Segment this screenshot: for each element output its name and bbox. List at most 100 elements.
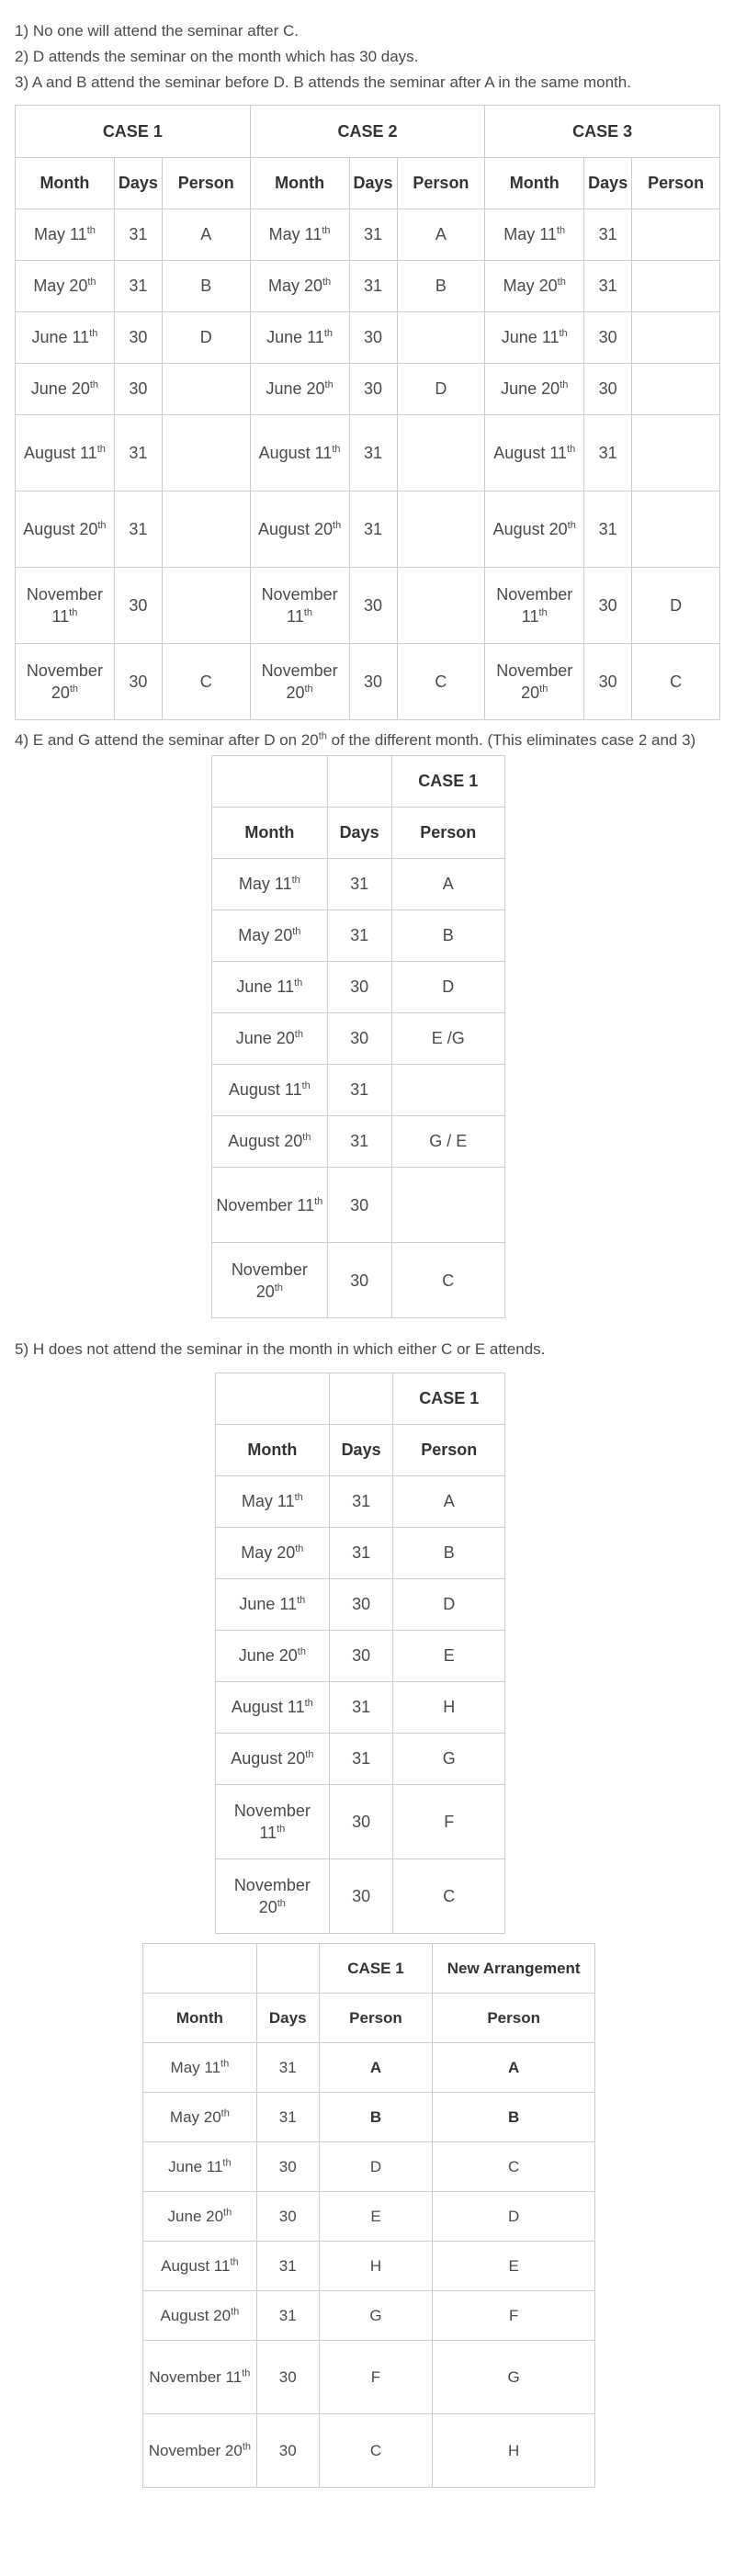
table-row: November 20th 30 C H — [142, 2413, 595, 2488]
month-name: May 11 — [238, 875, 292, 893]
days-cell: 30 — [348, 567, 398, 644]
table-row: November 11th 30 November 11th 30 November 1… — [15, 567, 720, 644]
month-header: Month — [215, 1424, 330, 1476]
person-cell: A — [396, 209, 486, 261]
month-name: November 11 — [216, 1195, 315, 1215]
days-header: Days — [583, 157, 633, 209]
person-cell: E — [318, 2191, 434, 2242]
month-cell: May 11th — [15, 209, 115, 261]
cases-table: CASE 1 CASE 2 CASE 3 Month Days Person M… — [15, 105, 720, 720]
person-cell: E — [432, 2241, 595, 2291]
month-cell: May 20th — [142, 2092, 257, 2142]
month-suffix: th — [557, 225, 566, 236]
month-suffix: th — [242, 2441, 252, 2453]
days-cell: 30 — [326, 961, 392, 1013]
person-cell — [396, 311, 486, 364]
days-cell: 31 — [583, 260, 633, 312]
days-cell: 30 — [583, 363, 633, 415]
month-name: November 20 — [148, 2442, 243, 2459]
days-cell: 30 — [328, 1859, 394, 1934]
table-row: May 11th 31 A — [215, 1475, 505, 1528]
month-cell: November 20th — [484, 643, 585, 720]
statement-4-sup: th — [318, 730, 327, 742]
month-cell: May 11th — [211, 858, 328, 910]
final-arrangement-table: CASE 1 New Arrangement Month Days Person… — [142, 1943, 595, 2488]
days-cell: 30 — [583, 643, 633, 720]
table-row: August 20th 31 August 20th 31 August 20th 31 — [15, 491, 720, 568]
table-row: November 20th 30 C November 20th 30 C November… — [15, 643, 720, 720]
month-suffix: th — [539, 684, 548, 695]
person-header: Person — [396, 157, 486, 209]
person-cell: B — [396, 260, 486, 312]
days-cell: 30 — [255, 2413, 320, 2488]
empty-header — [328, 1373, 394, 1425]
person-cell: E /G — [390, 1012, 505, 1065]
person-cell: A — [390, 858, 505, 910]
month-name: May 11 — [170, 2058, 221, 2076]
person-cell: D — [392, 1578, 505, 1631]
new-arrangement-header: New Arrangement — [432, 1943, 595, 1994]
month-name: November 20 — [231, 1260, 308, 1301]
days-cell: 30 — [328, 1630, 394, 1682]
statement-4-suffix: of the different month. (This eliminates… — [326, 731, 696, 749]
month-suffix: th — [294, 977, 303, 989]
month-suffix: th — [332, 444, 341, 455]
month-cell: May 20th — [484, 260, 585, 312]
days-cell: 30 — [113, 643, 163, 720]
days-cell: 31 — [328, 1681, 394, 1734]
person-cell: D — [631, 567, 720, 644]
month-cell: November 11th — [484, 567, 585, 644]
month-name: August 20 — [231, 1749, 306, 1768]
days-cell: 30 — [255, 2141, 320, 2192]
month-suffix: th — [305, 1749, 314, 1760]
month-cell: November 20th — [211, 1242, 328, 1318]
days-cell: 30 — [326, 1242, 392, 1318]
month-cell: June 20th — [211, 1012, 328, 1065]
month-name: August 11 — [23, 444, 97, 462]
case-1-header: CASE 1 — [15, 105, 251, 158]
case-3-header: CASE 3 — [484, 105, 720, 158]
step4-table: CASE 1 Month Days Person May 11th 31 A May … — [211, 755, 505, 1318]
person-cell — [396, 414, 486, 491]
person-cell: A — [432, 2042, 595, 2093]
empty-header — [142, 1943, 257, 1994]
person-cell: G — [432, 2340, 595, 2414]
month-header: Month — [484, 157, 585, 209]
month-suffix: th — [567, 520, 576, 531]
person-cell: G — [392, 1733, 505, 1785]
days-cell: 31 — [255, 2241, 320, 2291]
days-cell: 30 — [328, 1578, 394, 1631]
month-suffix: th — [242, 2367, 251, 2379]
month-cell: November 20th — [15, 643, 115, 720]
person-cell: D — [432, 2191, 595, 2242]
table-row: May 11th 31 A A — [142, 2042, 595, 2093]
person-cell: H — [318, 2241, 434, 2291]
statement-3: 3) A and B attend the seminar before D. … — [15, 73, 631, 91]
person-cell — [631, 209, 720, 261]
table-row: June 11th 30 D — [215, 1578, 505, 1631]
person-cell: F — [392, 1784, 505, 1859]
table-row: November 11th 30 F — [215, 1784, 505, 1859]
days-header: Days — [348, 157, 398, 209]
person-cell: H — [392, 1681, 505, 1734]
month-header: Month — [249, 157, 350, 209]
month-suffix: th — [292, 926, 301, 937]
table-row: May 20th 31 B — [211, 910, 505, 962]
person-cell — [631, 363, 720, 415]
month-suffix: th — [297, 1595, 306, 1606]
month-suffix: th — [557, 277, 566, 288]
table-row: November 20th 30 C — [215, 1859, 505, 1934]
month-cell: May 11th — [249, 209, 350, 261]
month-name: August 11 — [161, 2256, 231, 2275]
month-name: May 20 — [238, 926, 293, 944]
person-header: Person — [161, 157, 251, 209]
month-suffix: th — [333, 520, 342, 531]
month-suffix: th — [277, 1898, 286, 1909]
person-cell: C — [631, 643, 720, 720]
month-name: August 20 — [160, 2306, 232, 2324]
days-cell: 31 — [326, 910, 392, 962]
month-cell: May 20th — [211, 910, 328, 962]
person-cell: C — [318, 2413, 434, 2488]
days-cell: 30 — [326, 1167, 392, 1243]
person-cell: A — [318, 2042, 434, 2093]
